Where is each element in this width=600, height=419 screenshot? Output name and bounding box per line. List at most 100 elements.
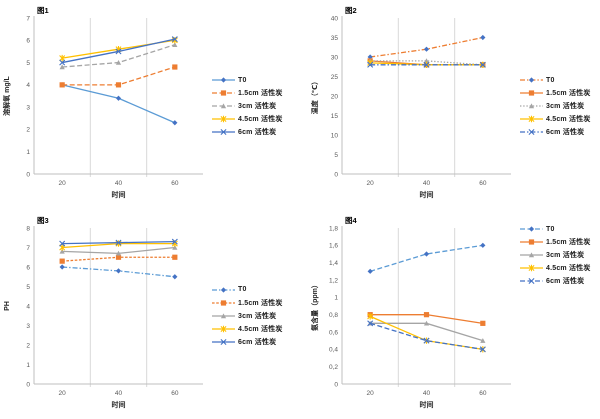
x-tick-label: 20 — [367, 180, 375, 187]
square-marker-icon — [59, 258, 65, 264]
x-marker-icon — [59, 59, 66, 66]
triangle-marker-icon — [220, 103, 227, 109]
y-tick-label: 3 — [26, 323, 30, 330]
triangle-marker-icon — [220, 312, 227, 318]
legend-item: 6cm 活性炭 — [212, 127, 300, 137]
legend-label: T0 — [238, 76, 247, 84]
x-tick-label: 20 — [367, 390, 375, 397]
x-tick-label: 20 — [59, 180, 67, 187]
legend-key-icon — [212, 77, 235, 83]
legend-key-icon — [212, 103, 235, 109]
square-marker-icon — [172, 254, 178, 260]
y-tick-label: 0,4 — [329, 347, 338, 354]
y-tick-label: 0 — [26, 171, 30, 178]
legend-label: 4.5cm 活性炭 — [546, 116, 591, 123]
chart-canvas: 0 1 2 3 4 5 6 7 8 20 40 60 图3 时间 PH — [4, 216, 203, 409]
legend-item: T0 — [212, 75, 300, 85]
square-marker-icon — [115, 82, 122, 88]
diamond-marker-icon — [172, 274, 178, 280]
chart-3-panel: 0 1 2 3 4 5 6 7 8 20 40 60 图3 时间 PH T0 1.5cm 活性炭 3cm 活性炭… — [0, 210, 300, 419]
diamond-marker-icon — [367, 268, 373, 274]
triangle-marker-icon — [423, 320, 430, 326]
legend-label: 3cm 活性炭 — [546, 103, 585, 110]
legend-item: 1.5cm 活性炭 — [212, 298, 300, 308]
x-tick-label: 60 — [171, 180, 179, 187]
square-marker-icon — [528, 239, 535, 245]
series-line — [370, 60, 483, 66]
x-marker-icon — [59, 240, 66, 247]
legend-label: T0 — [546, 225, 555, 233]
chart-2-plot-area: 0 5 10 15 20 25 30 35 40 20 40 60 图2 时间 温度（℃） — [308, 2, 518, 210]
square-marker-icon — [220, 90, 227, 96]
legend-label: 4.5cm 活性炭 — [238, 325, 283, 333]
y-tick-label: 0,2 — [329, 364, 338, 371]
legend-key-icon — [212, 325, 235, 332]
legend-item: T0 — [212, 285, 300, 295]
legend-label: 3cm 活性炭 — [238, 312, 277, 320]
legend-label: 6cm 活性炭 — [238, 129, 277, 136]
diamond-marker-icon — [480, 34, 486, 41]
diamond-marker-icon — [115, 268, 122, 274]
y-tick-label: 1 — [26, 149, 30, 156]
diamond-marker-icon — [220, 286, 227, 293]
diamond-marker-icon — [172, 120, 178, 126]
y-tick-label: 25 — [331, 74, 339, 81]
legend-item: T0 — [520, 75, 600, 85]
y-tick-label: 35 — [331, 35, 339, 42]
y-tick-label: 0,6 — [329, 329, 338, 336]
y-tick-label: 7 — [26, 15, 30, 22]
legend-label: T0 — [238, 286, 247, 293]
x-tick-label: 60 — [479, 180, 487, 187]
legend-label: 1.5cm 活性炭 — [238, 90, 283, 97]
diamond-marker-icon — [423, 46, 430, 52]
triangle-marker-icon — [115, 59, 122, 65]
chart-4-plot-area: 0 0,2 0,4 0,6 0,8 1 1,2 1,4 1,6 1,8 20 40 60 图4 时间 氨含量（… — [308, 212, 518, 419]
legend-key-icon — [520, 252, 543, 258]
x-marker-icon — [423, 61, 430, 68]
x-tick-label: 60 — [171, 390, 179, 397]
legend-item: 6cm 活性炭 — [520, 127, 600, 137]
square-marker-icon — [220, 299, 227, 306]
legend-key-icon — [212, 299, 235, 306]
y-tick-label: 1 — [334, 295, 338, 302]
y-tick-label: 20 — [331, 93, 339, 100]
y-tick-label: 4 — [26, 303, 30, 310]
legend-label: 3cm 活性炭 — [546, 252, 585, 259]
triangle-marker-icon — [528, 103, 535, 109]
legend-key-icon — [212, 286, 235, 293]
star-marker-icon — [59, 54, 66, 62]
y-tick-label: 2 — [26, 127, 30, 134]
legend-item: 4.5cm 活性炭 — [212, 324, 300, 334]
legend-key-icon — [520, 77, 543, 83]
x-tick-label: 60 — [479, 390, 487, 397]
legend-item: 1.5cm 活性炭 — [212, 88, 300, 98]
star-marker-icon — [171, 37, 178, 44]
legend-item: 3cm 活性炭 — [212, 101, 300, 111]
legend-key-icon — [520, 115, 543, 123]
legend-key-icon — [520, 129, 543, 135]
legend-item: 4.5cm 活性炭 — [520, 114, 600, 124]
x-axis-label: 时间 — [420, 400, 434, 409]
y-axis-label: PH — [4, 301, 11, 311]
legend-item: 4.5cm 活性炭 — [520, 263, 600, 273]
legend-key-icon — [520, 103, 543, 109]
y-tick-label: 2 — [26, 342, 30, 349]
legend-item: 6cm 活性炭 — [212, 337, 300, 347]
square-marker-icon — [172, 64, 178, 70]
legend-item: 1.5cm 活性炭 — [520, 237, 600, 247]
x-axis-label: 时间 — [112, 400, 126, 409]
star-marker-icon — [115, 240, 122, 247]
y-tick-label: 30 — [331, 54, 339, 61]
square-marker-icon — [528, 90, 535, 96]
y-tick-label: 7 — [26, 245, 30, 252]
legend-label: 1.5cm 活性炭 — [546, 90, 591, 97]
legend-key-icon — [520, 90, 543, 96]
y-tick-label: 10 — [331, 132, 339, 139]
x-marker-icon — [115, 48, 122, 55]
x-marker-icon — [171, 36, 178, 43]
series-line — [369, 322, 483, 350]
star-marker-icon — [528, 264, 535, 272]
y-tick-label: 1,4 — [329, 260, 338, 267]
triangle-marker-icon — [172, 244, 178, 250]
square-marker-icon — [480, 320, 486, 326]
